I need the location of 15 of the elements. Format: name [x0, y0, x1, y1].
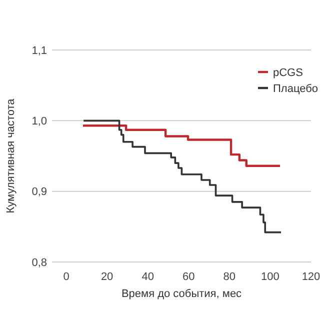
y-axis-title: Кумулятивная частота	[5, 98, 17, 214]
x-tick-label: 20	[100, 270, 114, 283]
y-tick-label: 1,0	[32, 116, 47, 128]
legend-label: Плацебо	[273, 82, 318, 95]
y-tick-label: 1,1	[32, 44, 47, 57]
y-tick-label: 0,9	[32, 186, 47, 198]
x-tick-label: 120	[302, 270, 320, 283]
x-tick-label: 100	[261, 270, 280, 283]
y-tick-label: 0,8	[32, 256, 47, 269]
x-tick-label: 60	[182, 270, 195, 283]
x-tick-label: 40	[142, 270, 154, 283]
legend-label: pCGS	[273, 66, 303, 79]
x-tick-label: 80	[223, 270, 236, 283]
x-axis-title: Время до события, мес	[121, 288, 242, 300]
x-tick-label: 0	[63, 270, 70, 283]
